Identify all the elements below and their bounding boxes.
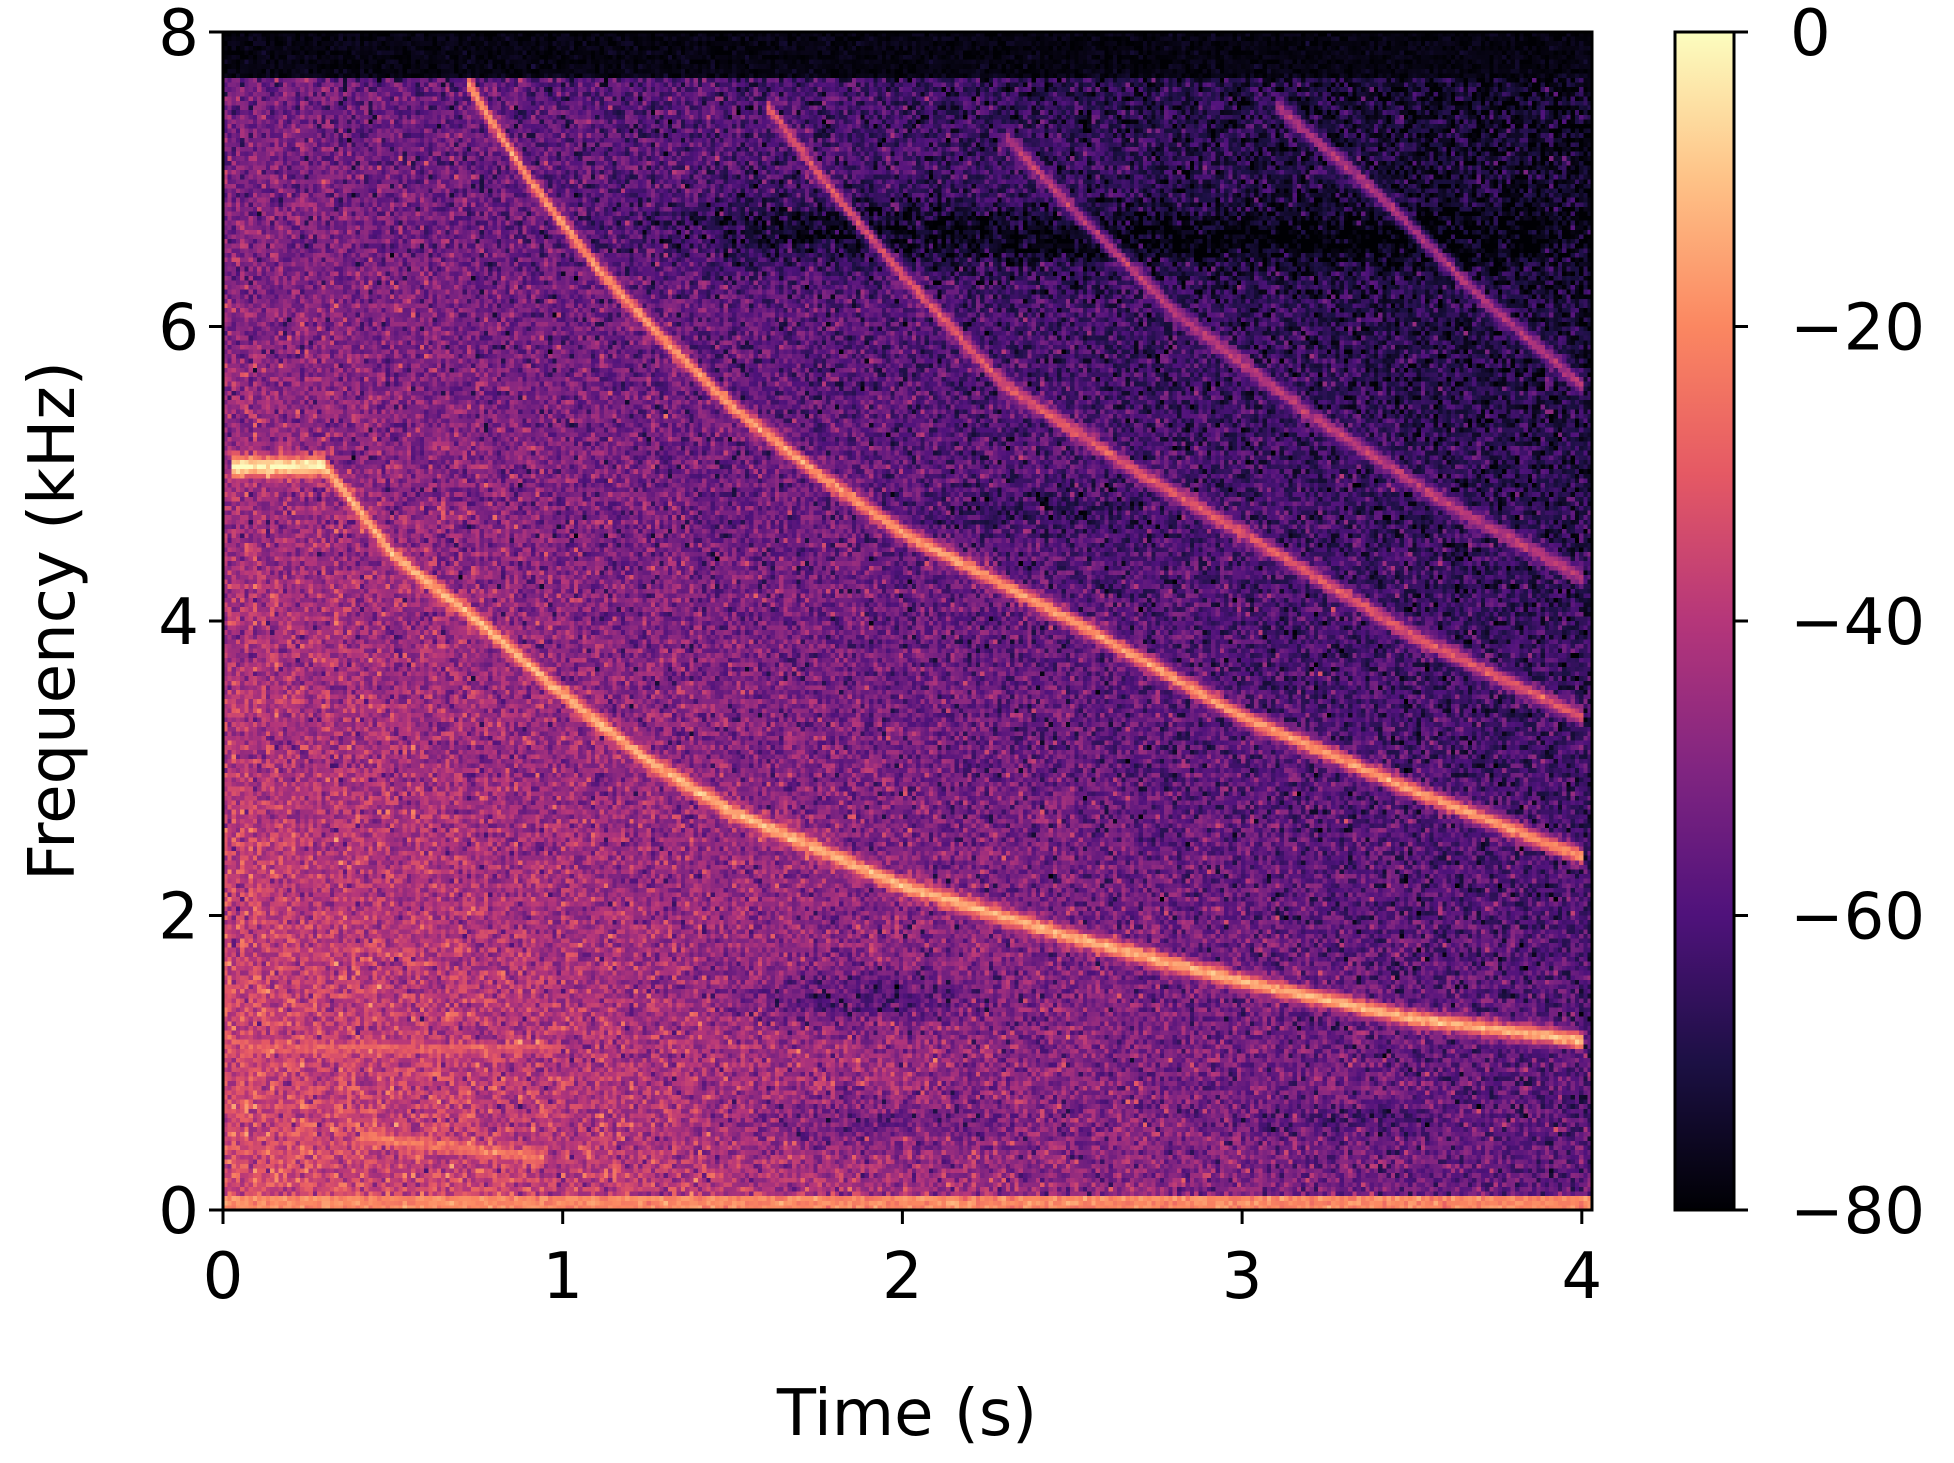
colorbar-tick-label: 0 [1790,0,1831,71]
x-tick-label: 0 [203,1240,244,1314]
colorbar-tick-label: −40 [1790,586,1925,660]
colorbar: 0 −20 −40 −60 −80 [1673,0,1925,1249]
y-tick-label: 2 [158,881,199,955]
y-tick-label: 0 [158,1175,199,1249]
colorbar-tick-label: −20 [1790,292,1925,366]
x-tick-label: 2 [882,1240,923,1314]
colorbar-tick-label: −60 [1790,881,1925,955]
y-tick-label: 8 [158,0,199,71]
y-tick-label: 4 [158,586,199,660]
x-axis-label: Time (s) [776,1377,1037,1451]
plot-area [221,30,1594,1212]
y-axis: 0 2 4 6 8 [158,0,223,1249]
colorbar-tick-label: −80 [1790,1175,1925,1249]
x-tick-label: 3 [1222,1240,1263,1314]
colorbar-gradient [1675,32,1734,1210]
x-tick-label: 1 [542,1240,583,1314]
colorbar-ticks: 0 −20 −40 −60 −80 [1734,0,1925,1249]
spectrogram-heatmap [223,32,1592,1210]
x-axis: 0 1 2 3 4 [203,1210,1602,1314]
x-tick-label: 4 [1561,1240,1602,1314]
y-axis-label: Frequency (kHz) [16,361,90,881]
y-tick-label: 6 [158,292,199,366]
